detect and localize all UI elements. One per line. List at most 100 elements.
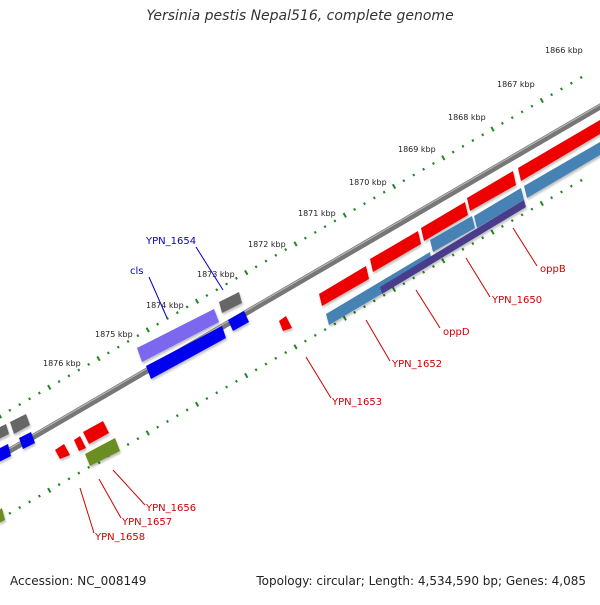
ruler-label-1866: 1866 kbp (545, 46, 583, 55)
ruler-minor-tick (471, 242, 475, 246)
feature-blue-long[interactable] (146, 326, 226, 379)
ruler-minor-tick (481, 133, 485, 137)
ruler-minor-tick (18, 505, 22, 510)
topology-summary: Topology: circular; Length: 4,534,590 bp… (256, 574, 586, 588)
feature-steel-4[interactable] (326, 252, 432, 325)
ruler-minor-tick (422, 270, 426, 274)
genome-backbone (0, 103, 600, 460)
ruler-minor-tick (550, 196, 554, 200)
ruler-minor-tick (185, 305, 189, 309)
ruler-major-tick (539, 200, 544, 207)
ruler-minor-tick (18, 402, 22, 407)
feature-gray-left[interactable] (10, 414, 30, 434)
gene-YPN_1656[interactable] (83, 421, 109, 444)
ruler-outer-track (0, 75, 583, 419)
ruler-label-1867: 1867 kbp (497, 80, 535, 89)
ruler-major-tick (145, 327, 150, 333)
gene-red-left[interactable] (319, 266, 369, 306)
gene-label-oppD[interactable]: oppD (443, 327, 470, 338)
ruler-minor-tick (274, 356, 278, 360)
ruler-minor-tick (481, 236, 485, 240)
ruler-minor-tick (333, 322, 337, 326)
gene-cls[interactable] (228, 311, 249, 331)
ruler-minor-tick (77, 368, 81, 372)
ruler-minor-tick (323, 225, 327, 229)
ruler-label-1869: 1869 kbp (398, 145, 436, 154)
ruler-minor-tick (234, 276, 238, 280)
ruler-minor-tick (254, 265, 258, 269)
gene-labels: YPN_1654 cls oppB YPN_1650 oppD YPN_1652… (94, 236, 566, 543)
ruler-minor-tick (560, 87, 563, 91)
ruler-minor-tick (126, 442, 130, 446)
ruler-minor-tick (165, 419, 169, 423)
ruler-minor-tick (136, 334, 140, 338)
ruler-minor-tick (57, 380, 61, 384)
gene-label-oppB[interactable]: oppB (540, 264, 566, 275)
feature-gray-left-2[interactable] (0, 424, 9, 440)
ruler-minor-tick (431, 161, 435, 166)
gene-YPN_1657[interactable] (74, 436, 86, 451)
ruler-minor-tick (284, 351, 288, 355)
map-title: Yersinia pestis Nepal516, complete genom… (146, 8, 454, 24)
feature-mediumslate[interactable] (137, 309, 219, 362)
gene-label-cls[interactable]: cls (130, 266, 144, 277)
gene-label-YPN_1658[interactable]: YPN_1658 (94, 532, 145, 543)
feature-blue-left-2[interactable] (0, 444, 11, 462)
ruler-minor-tick (402, 179, 406, 183)
ruler-minor-tick (569, 184, 573, 188)
gene-label-YPN_1656[interactable]: YPN_1656 (145, 503, 196, 514)
ruler-minor-tick (37, 494, 41, 498)
ruler-major-tick (244, 372, 249, 379)
ruler-minor-tick (87, 362, 91, 366)
ruler-minor-tick (303, 236, 307, 240)
gene-oppD[interactable] (421, 202, 468, 241)
ruler-minor-tick (67, 477, 71, 481)
gene-YPN_1652[interactable] (370, 231, 421, 272)
feature-gray-mid[interactable] (219, 292, 242, 313)
ruler-major-tick (441, 258, 446, 264)
ruler-minor-tick (363, 305, 366, 309)
ruler-major-tick (244, 269, 249, 276)
ruler-minor-tick (205, 396, 209, 401)
gene-label-YPN_1650[interactable]: YPN_1650 (491, 295, 542, 306)
ruler-minor-tick (215, 288, 219, 292)
ruler-minor-tick (530, 207, 534, 211)
ruler-major-tick (391, 286, 397, 293)
ruler-label-1872: 1872 kbp (248, 240, 286, 249)
ruler-label-1870: 1870 kbp (349, 178, 387, 187)
feature-steel-1[interactable] (524, 142, 600, 198)
ruler-major-tick (194, 298, 200, 304)
ruler-minor-tick (560, 190, 563, 194)
feature-steel-3[interactable] (430, 216, 475, 252)
ruler-minor-tick (215, 391, 219, 395)
ruler-minor-tick (323, 328, 327, 332)
feature-steel-2[interactable] (474, 188, 524, 228)
feature-olive[interactable] (85, 438, 120, 466)
gene-label-YPN_1653[interactable]: YPN_1653 (331, 397, 382, 408)
feature-olive-left[interactable] (0, 508, 5, 523)
ruler-minor-tick (461, 144, 465, 148)
gene-YPN_1653[interactable] (279, 316, 292, 331)
gene-YPN_1658[interactable] (55, 444, 70, 459)
ruler-minor-tick (363, 202, 366, 206)
ruler-minor-tick (77, 471, 81, 475)
ruler-minor-tick (8, 408, 12, 412)
ruler-minor-tick (126, 339, 130, 343)
feature-slate-1[interactable] (380, 200, 526, 294)
gene-YPN_1650[interactable] (467, 171, 516, 211)
ruler-minor-tick (412, 173, 416, 177)
ruler-minor-tick (28, 500, 32, 504)
ruler-label-1874: 1874 kbp (146, 301, 184, 310)
ruler-minor-tick (205, 293, 209, 298)
accession-text: Accession: NC_008149 (10, 574, 147, 588)
ruler-inner-track (0, 178, 583, 522)
gene-label-YPN_1654[interactable]: YPN_1654 (145, 236, 196, 247)
gene-label-YPN_1657[interactable]: YPN_1657 (121, 517, 172, 528)
ruler-minor-tick (353, 207, 357, 211)
gene-oppB[interactable] (518, 120, 600, 181)
feature-blue-left-1[interactable] (19, 432, 35, 449)
gene-label-YPN_1652[interactable]: YPN_1652 (391, 359, 442, 370)
ruler-minor-tick (579, 178, 583, 182)
